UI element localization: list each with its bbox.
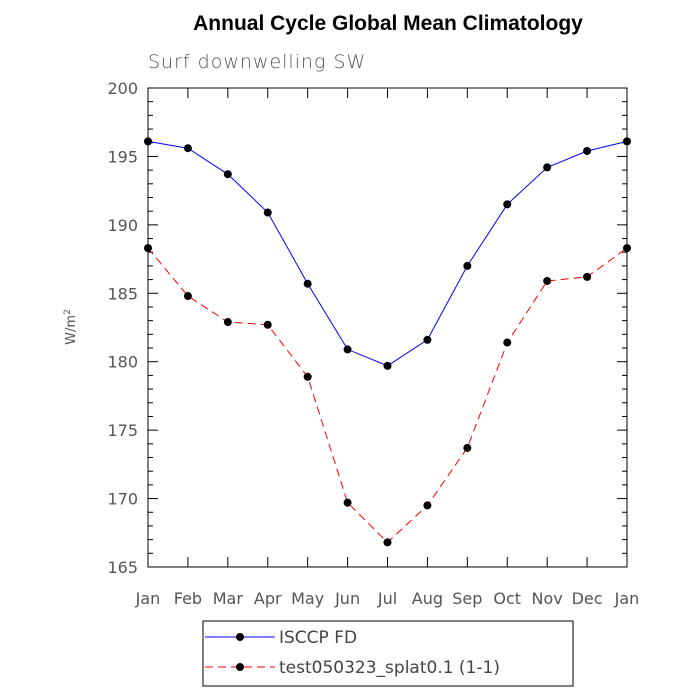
series-1-point (423, 501, 432, 510)
series-1-point (263, 320, 272, 329)
series-0-point (303, 279, 312, 288)
series-1-point (543, 276, 552, 285)
series-1-point (303, 372, 312, 381)
y-tick-label: 165 (107, 558, 138, 577)
axis-ticks (147, 87, 628, 568)
y-tick-label: 180 (107, 353, 138, 372)
x-tick-label: Oct (493, 589, 521, 608)
x-tick-label: Jun (334, 589, 360, 608)
y-axis-label: W/m2 (63, 309, 79, 345)
y-tick-label: 185 (107, 284, 138, 303)
series-1-point (183, 292, 192, 301)
series-0-point (223, 170, 232, 179)
series-1-point (463, 443, 472, 452)
series-0-point (383, 361, 392, 370)
series-0-point (183, 144, 192, 153)
x-tick-label: Feb (174, 589, 202, 608)
y-axis-label-superscript: 2 (63, 309, 73, 315)
x-tick-label: Aug (412, 589, 443, 608)
legend-marker-test050323 (236, 663, 244, 671)
series-1-point (623, 244, 631, 253)
series-1-point (503, 338, 512, 347)
svg-text:W/m2: W/m2 (63, 309, 79, 345)
chart-subtitle: Surf downwelling SW (148, 51, 366, 73)
series-0-point (583, 146, 592, 155)
y-tick-label: 200 (107, 79, 138, 98)
x-tick-label: Jul (377, 589, 397, 608)
x-tick-label: Mar (213, 589, 244, 608)
x-tick-label: May (291, 589, 324, 608)
legend-label-isccp-fd: ISCCP FD (279, 628, 357, 648)
legend-label-test050323: test050323_splat0.1 (1-1) (279, 658, 500, 678)
series-1-point (144, 244, 152, 253)
legend-box (202, 620, 574, 687)
axis-tick-labels: 165 170 175 180 185 190 195 200 Jan Feb Mar Apr May J… (107, 79, 639, 608)
series-1-point (383, 538, 392, 547)
y-tick-label: 175 (107, 421, 138, 440)
series-0-point (463, 261, 472, 270)
y-tick-label: 190 (107, 216, 138, 235)
series-0-point (343, 345, 352, 354)
series-1-point (583, 272, 592, 281)
series-0-point (503, 200, 512, 209)
series-1-point (223, 318, 232, 327)
series-0-point (144, 137, 152, 146)
series-0-point (263, 208, 272, 217)
plot-frame (147, 87, 628, 568)
legend-marker-isccp-fd (236, 633, 244, 641)
y-tick-label: 195 (107, 147, 138, 166)
series-0-point (543, 163, 552, 172)
series-line-0 (147, 140, 628, 367)
x-tick-label: Nov (532, 589, 563, 608)
y-axis-label-text: W/m (64, 315, 79, 345)
chart-title: Annual Cycle Global Mean Climatology (193, 12, 583, 35)
x-tick-label: Jan (135, 589, 161, 608)
x-tick-label: Sep (452, 589, 482, 608)
series-layer (144, 137, 631, 547)
x-tick-label: Jan (614, 589, 640, 608)
x-tick-label: Apr (254, 589, 282, 608)
series-0-point (623, 137, 631, 146)
series-line-1 (147, 247, 628, 544)
legend: ISCCP FD test050323_splat0.1 (1-1) (202, 620, 574, 687)
series-0-point (423, 335, 432, 344)
x-tick-label: Dec (572, 589, 603, 608)
series-1-point (343, 498, 352, 507)
y-tick-label: 170 (107, 490, 138, 509)
